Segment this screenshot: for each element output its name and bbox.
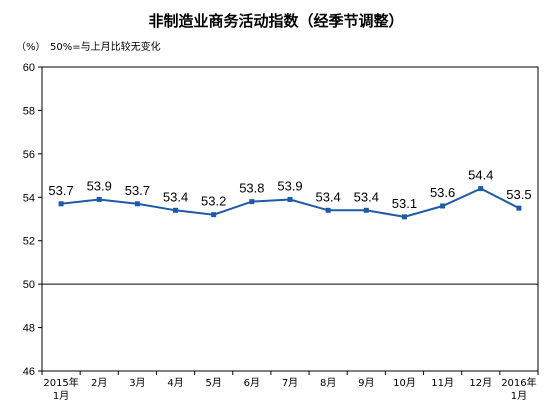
- data-label: 53.9: [277, 178, 302, 193]
- chart-title: 非制造业商务活动指数（经季节调整）: [148, 12, 403, 30]
- x-tick-label: 2015年: [43, 376, 78, 389]
- plot-frame: [41, 66, 539, 372]
- x-tick-label: 2016年: [501, 376, 536, 389]
- data-label: 53.4: [163, 189, 188, 204]
- y-tick-label: 52: [23, 236, 35, 248]
- x-tick-label: 1月: [511, 390, 527, 402]
- data-label: 53.7: [125, 183, 150, 198]
- data-point: [401, 214, 407, 220]
- data-point: [478, 186, 484, 192]
- y-tick-label: 50: [23, 279, 35, 291]
- series-group: [58, 186, 522, 220]
- data-label: 53.2: [201, 194, 226, 209]
- data-label: 53.8: [239, 181, 264, 196]
- x-tick-label: 11月: [431, 377, 454, 389]
- y-tick-label: 60: [23, 62, 35, 74]
- y-unit-label: （%）: [16, 41, 46, 53]
- y-axis: 46 48 50 52 54 56 58 60: [23, 62, 42, 378]
- data-label: 53.5: [506, 187, 531, 202]
- x-tick-label: 8月: [320, 377, 336, 389]
- data-point: [325, 207, 331, 213]
- data-point: [249, 199, 255, 205]
- data-label: 53.4: [354, 189, 379, 204]
- x-tick-label: 12月: [469, 377, 492, 389]
- x-tick-label: 5月: [206, 377, 222, 389]
- x-tick-label: 1月: [53, 390, 69, 402]
- data-label: 53.7: [48, 183, 73, 198]
- x-tick-label: 10月: [393, 377, 416, 389]
- y-tick-label: 58: [23, 105, 35, 117]
- x-tick-label: 7月: [282, 377, 298, 389]
- y-tick-label: 48: [23, 323, 35, 335]
- data-label: 53.4: [315, 189, 340, 204]
- data-point: [173, 207, 179, 213]
- x-tick-label: 4月: [167, 377, 183, 389]
- y-tick-label: 56: [23, 149, 35, 161]
- x-tick-label: 3月: [129, 377, 145, 389]
- data-point: [96, 196, 102, 202]
- data-point: [134, 201, 140, 207]
- x-tick-label: 2月: [91, 377, 107, 389]
- data-label: 53.1: [392, 196, 417, 211]
- y-tick-label: 54: [23, 192, 35, 204]
- data-point: [58, 201, 64, 207]
- data-point: [211, 212, 217, 218]
- data-point: [516, 205, 522, 211]
- data-label: 54.4: [468, 168, 493, 183]
- data-point: [287, 196, 293, 202]
- data-point: [440, 203, 446, 209]
- x-tick-label: 6月: [244, 377, 260, 389]
- y-tick-label: 46: [23, 366, 35, 378]
- x-tick-label: 9月: [358, 377, 374, 389]
- data-point: [363, 207, 369, 213]
- data-label: 53.6: [430, 185, 455, 200]
- chart-note: 50%=与上月比较无变化: [50, 40, 161, 53]
- data-label: 53.9: [87, 178, 112, 193]
- data-labels-group: 53.7 53.9 53.7 53.4 53.2 53.8 53.9 53.4 53.4 53.1…: [48, 168, 531, 211]
